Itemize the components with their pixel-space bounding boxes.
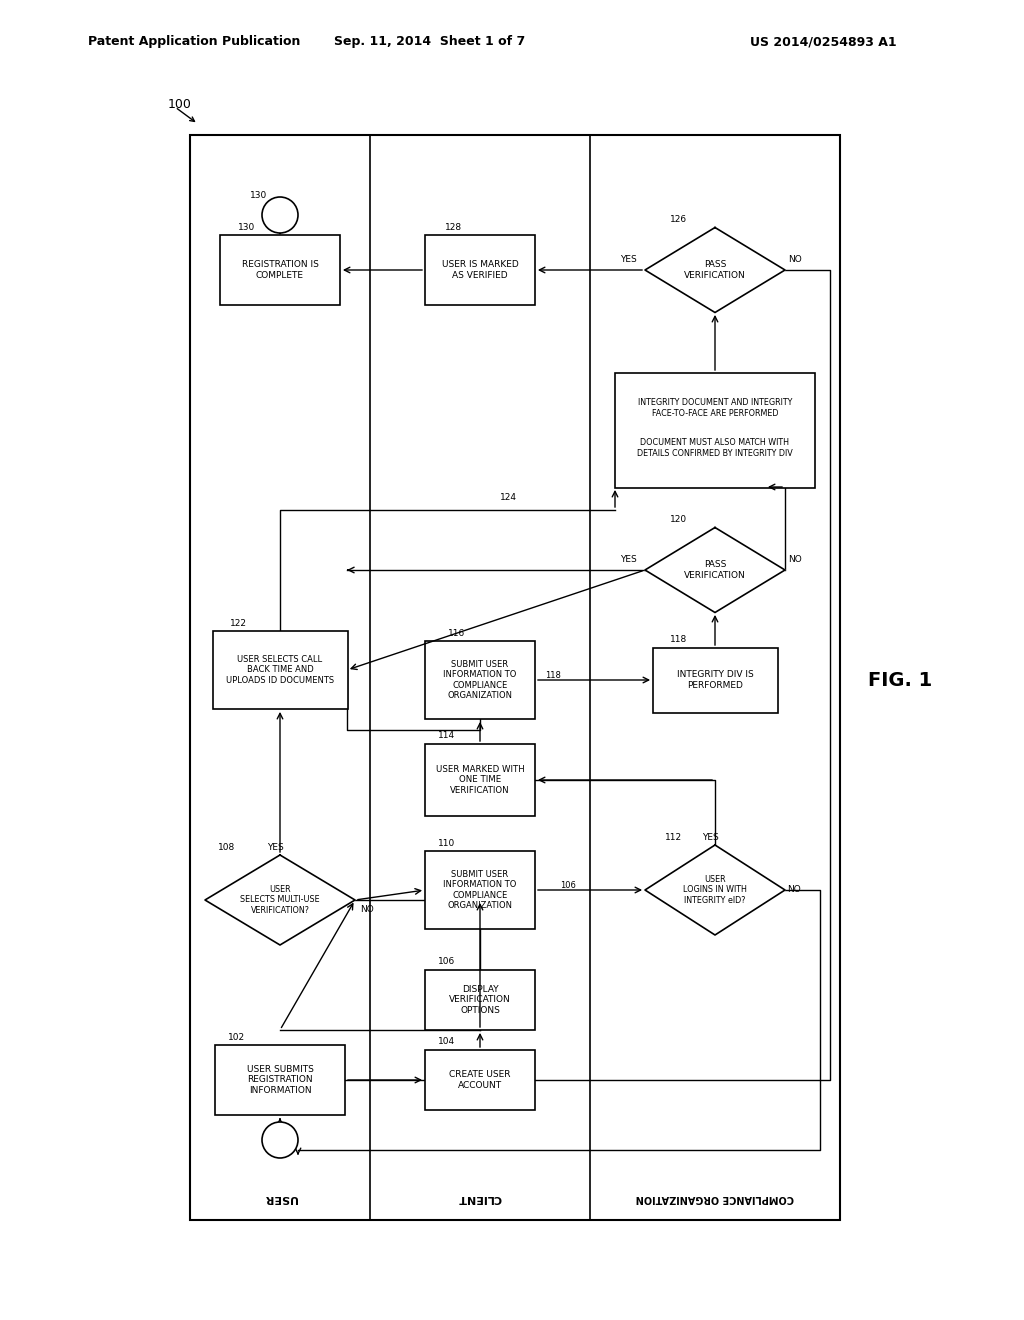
Text: NO: NO <box>787 886 801 895</box>
Text: 130: 130 <box>238 223 255 231</box>
Polygon shape <box>645 845 785 935</box>
Text: PASS
VERIFICATION: PASS VERIFICATION <box>684 560 745 579</box>
Bar <box>213 631 347 709</box>
Text: 114: 114 <box>438 731 455 741</box>
Text: 102: 102 <box>228 1034 245 1043</box>
Text: DISPLAY
VERIFICATION
OPTIONS: DISPLAY VERIFICATION OPTIONS <box>450 985 511 1015</box>
Text: 120: 120 <box>670 516 687 524</box>
Text: INTEGRITY DIV IS
PERFORMED: INTEGRITY DIV IS PERFORMED <box>677 671 754 689</box>
Text: 118: 118 <box>545 671 561 680</box>
Text: CLIENT: CLIENT <box>458 1193 502 1203</box>
Polygon shape <box>645 528 785 612</box>
Text: 110: 110 <box>438 838 456 847</box>
Text: FIG. 1: FIG. 1 <box>868 671 932 689</box>
Text: PASS
VERIFICATION: PASS VERIFICATION <box>684 260 745 280</box>
Bar <box>425 642 535 719</box>
Text: 128: 128 <box>445 223 462 231</box>
Text: SUBMIT USER
INFORMATION TO
COMPLIANCE
ORGANIZATION: SUBMIT USER INFORMATION TO COMPLIANCE OR… <box>443 870 517 909</box>
Text: 108: 108 <box>218 843 236 853</box>
Text: USER IS MARKED
AS VERIFIED: USER IS MARKED AS VERIFIED <box>441 260 518 280</box>
Text: US 2014/0254893 A1: US 2014/0254893 A1 <box>750 36 897 49</box>
Text: USER SUBMITS
REGISTRATION
INFORMATION: USER SUBMITS REGISTRATION INFORMATION <box>247 1065 313 1094</box>
Text: 112: 112 <box>665 833 682 842</box>
Bar <box>220 235 340 305</box>
Text: INTEGRITY DOCUMENT AND INTEGRITY
FACE-TO-FACE ARE PERFORMED: INTEGRITY DOCUMENT AND INTEGRITY FACE-TO… <box>638 399 793 417</box>
Bar <box>425 1049 535 1110</box>
Bar <box>652 648 777 713</box>
Polygon shape <box>205 855 355 945</box>
Text: REGISTRATION IS
COMPLETE: REGISTRATION IS COMPLETE <box>242 260 318 280</box>
Text: NO: NO <box>360 906 374 915</box>
Text: YES: YES <box>701 833 719 842</box>
Bar <box>215 1045 345 1115</box>
Bar <box>615 372 815 487</box>
Text: COMPLIANCE ORGANIZATION: COMPLIANCE ORGANIZATION <box>636 1193 795 1203</box>
Text: 116: 116 <box>449 628 465 638</box>
Text: NO: NO <box>788 256 802 264</box>
Text: NO: NO <box>788 556 802 565</box>
Text: 100: 100 <box>168 99 191 111</box>
Bar <box>425 744 535 816</box>
Text: 122: 122 <box>230 619 247 627</box>
Text: Patent Application Publication: Patent Application Publication <box>88 36 300 49</box>
Text: CREATE USER
ACCOUNT: CREATE USER ACCOUNT <box>450 1071 511 1090</box>
Text: USER MARKED WITH
ONE TIME
VERIFICATION: USER MARKED WITH ONE TIME VERIFICATION <box>435 766 524 795</box>
Text: Sep. 11, 2014  Sheet 1 of 7: Sep. 11, 2014 Sheet 1 of 7 <box>335 36 525 49</box>
Bar <box>190 135 840 1220</box>
Text: SUBMIT USER
INFORMATION TO
COMPLIANCE
ORGANIZATION: SUBMIT USER INFORMATION TO COMPLIANCE OR… <box>443 660 517 700</box>
Text: USER
SELECTS MULTI-USE
VERIFICATION?: USER SELECTS MULTI-USE VERIFICATION? <box>241 886 319 915</box>
Text: 130: 130 <box>250 190 267 199</box>
Polygon shape <box>645 227 785 313</box>
Text: 106: 106 <box>438 957 456 966</box>
Text: YES: YES <box>621 256 637 264</box>
Bar <box>425 851 535 929</box>
Circle shape <box>262 197 298 234</box>
Text: USER: USER <box>263 1193 297 1203</box>
Text: 124: 124 <box>500 494 517 503</box>
Text: YES: YES <box>266 843 284 853</box>
Text: 106: 106 <box>560 880 575 890</box>
Text: YES: YES <box>621 556 637 565</box>
Bar <box>425 970 535 1030</box>
Circle shape <box>262 1122 298 1158</box>
Text: DOCUMENT MUST ALSO MATCH WITH
DETAILS CONFIRMED BY INTEGRITY DIV: DOCUMENT MUST ALSO MATCH WITH DETAILS CO… <box>637 438 793 458</box>
Text: USER SELECTS CALL
BACK TIME AND
UPLOADS ID DOCUMENTS: USER SELECTS CALL BACK TIME AND UPLOADS … <box>226 655 334 685</box>
Text: USER
LOGINS IN WITH
INTEGRITY eID?: USER LOGINS IN WITH INTEGRITY eID? <box>683 875 746 906</box>
Text: 118: 118 <box>670 635 687 644</box>
Bar <box>425 235 535 305</box>
Text: 126: 126 <box>670 215 687 224</box>
Text: 104: 104 <box>438 1038 455 1047</box>
